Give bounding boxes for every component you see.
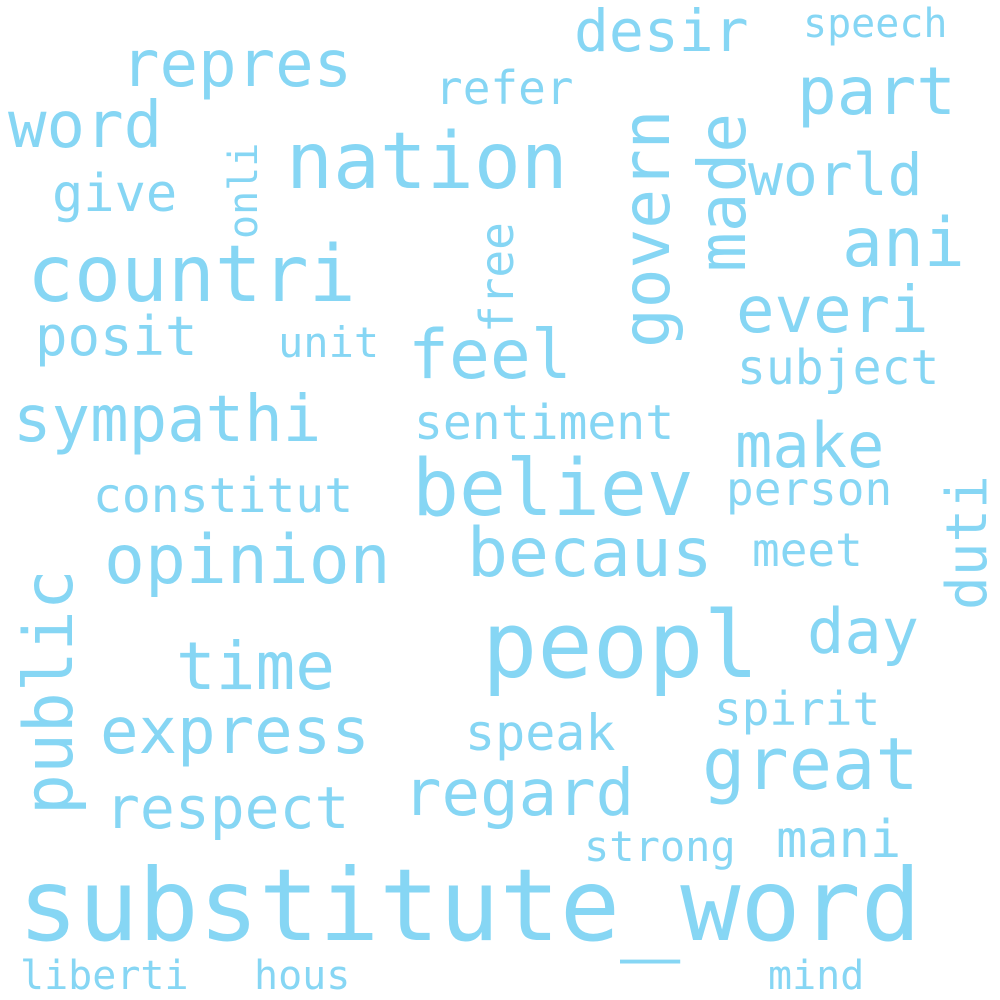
word-onli: onli [221, 142, 267, 239]
word-speech: speech [803, 1, 948, 47]
word-opinion: opinion [104, 521, 391, 600]
word-day: day [807, 595, 919, 668]
word-world: world [748, 141, 923, 209]
word-countri: countri [27, 230, 356, 320]
word-peopl: peopl [482, 592, 759, 699]
word-repres: repres [121, 28, 353, 102]
word-sympathi: sympathi [13, 383, 322, 457]
word-constitut: constitut [93, 468, 354, 524]
word-liberti: liberti [20, 953, 189, 999]
word-free: free [470, 222, 524, 333]
word-posit: posit [35, 305, 198, 368]
word-everi: everi [736, 274, 929, 348]
word-made: made [684, 113, 761, 272]
word-nation: nation [286, 117, 568, 207]
word-subject: subject [737, 340, 940, 396]
word-duti: duti [935, 475, 1000, 610]
word-word: word [8, 89, 163, 163]
word-meet: meet [752, 523, 863, 577]
word-time: time [176, 628, 335, 705]
word-part: part [797, 53, 956, 130]
word-sentiment: sentiment [414, 395, 675, 451]
word-feel: feel [408, 316, 572, 395]
word-speak: speak [465, 704, 616, 762]
word-give: give [52, 164, 178, 224]
word-refer: refer [435, 61, 574, 115]
word-hous: hous [254, 953, 351, 999]
word-unit: unit [278, 318, 380, 367]
word-make: make [735, 409, 885, 482]
word-public: public [10, 569, 89, 815]
word-substitute-word: substitute_word [18, 847, 922, 964]
word-mind: mind [768, 953, 865, 999]
word-respect: respect [105, 774, 350, 842]
word-believ: believ [412, 444, 694, 534]
word-desir: desir [574, 0, 749, 65]
word-ani: ani [842, 204, 965, 283]
word-regard: regard [403, 757, 635, 831]
word-govern: govern [608, 109, 685, 348]
word-express: express [100, 695, 370, 769]
word-becaus: becaus [467, 514, 713, 593]
word-spirit: spirit [714, 682, 881, 736]
word-great: great [702, 722, 919, 806]
word-person: person [726, 462, 893, 516]
word-mani: mani [776, 810, 902, 870]
word-strong: strong [584, 822, 736, 871]
